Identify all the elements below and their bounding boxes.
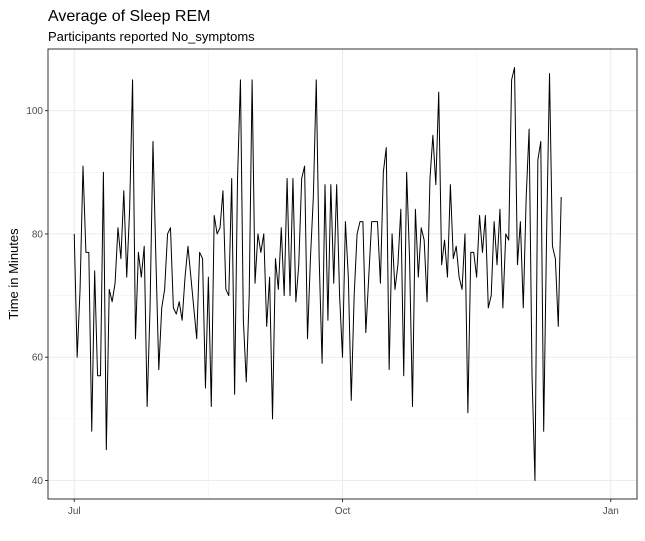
x-tick-label: Jan bbox=[603, 506, 619, 517]
y-tick-label: 40 bbox=[32, 476, 44, 487]
chart-subtitle: Participants reported No_symptoms bbox=[48, 29, 255, 44]
y-axis-title: Time in Minutes bbox=[6, 228, 21, 320]
series-line bbox=[73, 66, 562, 482]
axis-ticks: 40 60 80 100 Jul Oct Jan bbox=[26, 106, 619, 517]
y-tick-label: 100 bbox=[26, 106, 43, 117]
chart-title: Average of Sleep REM bbox=[48, 8, 210, 25]
x-tick-label: Oct bbox=[335, 506, 351, 517]
series-layer bbox=[73, 66, 562, 482]
y-tick-label: 60 bbox=[32, 353, 44, 364]
y-tick-label: 80 bbox=[32, 229, 44, 240]
x-tick-label: Jul bbox=[68, 506, 81, 517]
